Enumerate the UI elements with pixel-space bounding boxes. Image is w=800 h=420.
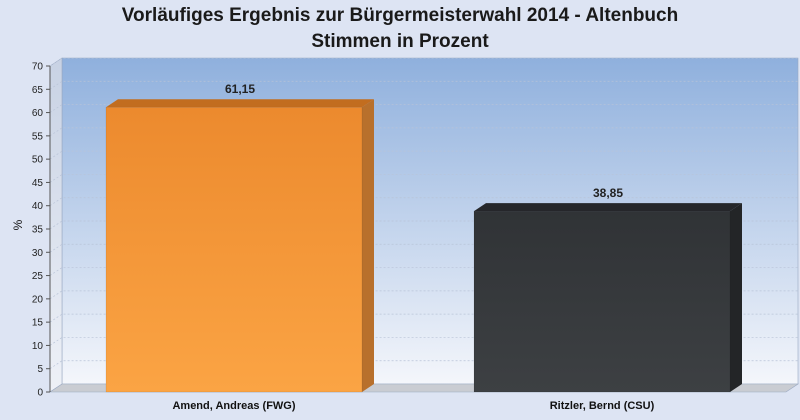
chart-title: Vorläufiges Ergebnis zur Bürgermeisterwa… (122, 5, 678, 26)
y-tick-label: 25 (32, 271, 44, 282)
labels: 61,15 Amend, Andreas (FWG) 38,85 Ritzler, B… (172, 82, 654, 412)
gridline (49, 80, 798, 90)
x-tick-label: Amend, Andreas (FWG) (172, 400, 295, 412)
y-tick-label: 70 (32, 62, 44, 73)
bar-side (730, 203, 742, 392)
gridline (49, 197, 798, 207)
bar-top (106, 99, 374, 108)
y-tick-label: 5 (37, 364, 43, 375)
bar-value-label: 38,85 (593, 186, 623, 200)
x-tick-label: Ritzler, Bernd (CSU) (550, 400, 655, 412)
bar-1 (105, 99, 374, 393)
y-tick-label: 0 (37, 388, 43, 399)
gridline (49, 104, 798, 113)
bar-value-label: 61,15 (225, 82, 255, 96)
bar-front (473, 210, 731, 393)
y-tick-label: 50 (32, 155, 44, 166)
bar-front (105, 106, 363, 393)
y-tick-label: 40 (32, 201, 44, 212)
gridline (49, 174, 798, 183)
y-tick-label: 15 (32, 318, 44, 329)
y-tick-label: 30 (32, 248, 44, 259)
bars (105, 99, 742, 393)
y-tick-label: 45 (32, 178, 44, 189)
gridline (49, 57, 798, 67)
y-axis-label: % (11, 219, 25, 230)
bar-top (474, 203, 742, 212)
y-tick-label: 55 (32, 131, 44, 142)
bar-side (362, 99, 374, 393)
chart-subtitle: Stimmen in Prozent (311, 31, 489, 52)
y-tick-label: 60 (32, 108, 44, 119)
y-tick-label: 20 (32, 294, 44, 305)
gridline (49, 150, 798, 160)
plot-left-wall (49, 57, 63, 393)
y-tick-label: 35 (32, 225, 44, 236)
y-tick-label: 65 (32, 85, 44, 96)
bar-2 (473, 203, 742, 393)
y-tick-label: 10 (32, 341, 44, 352)
gridline (49, 127, 798, 137)
y-axis: 0 5 10 15 20 25 30 35 40 45 50 55 60 65 70 (32, 62, 51, 399)
